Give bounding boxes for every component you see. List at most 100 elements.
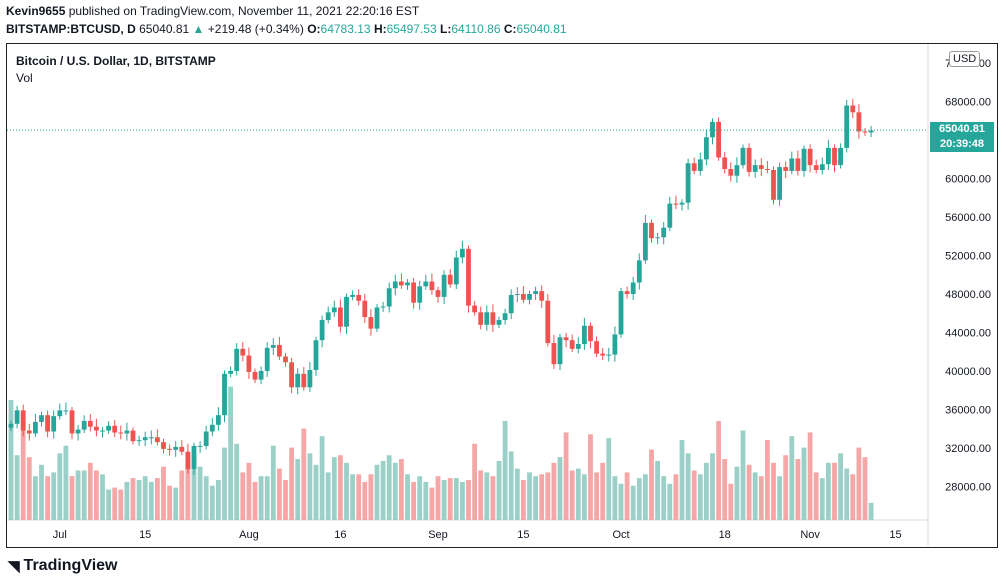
- candle-body: [740, 147, 746, 166]
- volume-bar: [283, 480, 288, 520]
- volume-bar: [679, 440, 685, 520]
- candle-body: [679, 202, 685, 205]
- author-name[interactable]: Kevin9655: [6, 4, 66, 18]
- candle-body: [594, 341, 599, 354]
- volume-bar: [51, 472, 57, 520]
- volume-bar: [301, 428, 307, 520]
- candle-body: [606, 354, 612, 356]
- volume-bar: [100, 474, 105, 520]
- volume-bar: [246, 462, 252, 520]
- last-price-value: 65040.81: [939, 123, 985, 135]
- volume-bar: [521, 480, 526, 520]
- volume-bar: [87, 462, 93, 520]
- volume-bar: [746, 464, 752, 520]
- candle-body: [167, 448, 172, 450]
- volume-bar: [661, 476, 667, 520]
- candle-body: [496, 319, 502, 325]
- candle-body: [466, 248, 471, 306]
- candle-body: [826, 147, 831, 165]
- volume-bar: [594, 472, 599, 520]
- candle-body: [112, 425, 118, 433]
- candle-body: [801, 148, 807, 171]
- candle-body: [600, 353, 606, 356]
- volume-bar: [478, 470, 484, 520]
- volume-bar: [69, 476, 75, 520]
- volume-bar: [447, 478, 453, 520]
- candle-body: [673, 203, 679, 205]
- change-arrow-icon: ▲: [192, 22, 205, 36]
- high-label: H:: [373, 22, 387, 36]
- volume-bar: [307, 453, 313, 520]
- volume-bar: [856, 447, 862, 520]
- candle-body: [331, 307, 337, 313]
- volume-bar: [453, 478, 459, 520]
- volume-bar: [197, 466, 203, 520]
- volume-bar: [838, 453, 843, 520]
- brand-logo[interactable]: ◥ TradingView: [8, 557, 118, 575]
- time-tick-label: 16: [334, 529, 346, 541]
- volume-bar: [228, 386, 233, 520]
- candle-body: [868, 130, 874, 133]
- candle-body: [527, 294, 532, 300]
- volume-bar: [728, 483, 734, 520]
- currency-badge[interactable]: USD: [949, 51, 981, 67]
- high-value: 65497.53: [386, 22, 437, 36]
- price-chart[interactable]: 72000.0068000.0064000.0060000.0056000.00…: [7, 44, 997, 546]
- candle-body: [752, 165, 758, 172]
- candle-body: [850, 105, 856, 113]
- candle-body: [57, 410, 63, 417]
- volume-legend[interactable]: Vol: [16, 71, 33, 85]
- volume-bar: [636, 478, 642, 520]
- price-tick-label: 68000.00: [945, 97, 991, 109]
- candle-body: [264, 347, 270, 371]
- volume-bar: [148, 481, 154, 520]
- volume-bar: [862, 457, 868, 520]
- volume-bar: [14, 455, 20, 520]
- candle-body: [51, 416, 57, 432]
- open-value: 64783.13: [320, 22, 371, 36]
- volume-bar: [374, 464, 380, 520]
- candle-body: [661, 227, 667, 238]
- volume-bar: [216, 480, 221, 520]
- price-tick-label: 32000.00: [945, 443, 991, 455]
- candle-body: [155, 437, 160, 443]
- candles: [8, 98, 874, 475]
- volume-bar: [45, 476, 50, 520]
- volume-bar: [716, 420, 721, 520]
- candle-body: [441, 274, 447, 297]
- candle-body: [575, 344, 581, 349]
- volume-bar: [789, 436, 795, 520]
- candle-body: [338, 307, 343, 327]
- candle-body: [26, 430, 32, 434]
- volume-bar: [508, 451, 514, 520]
- volume-bar: [258, 476, 264, 520]
- volume-bar: [868, 502, 874, 520]
- candle-body: [697, 159, 703, 171]
- volume-bar: [624, 472, 630, 520]
- volume-bar: [386, 455, 392, 520]
- volume-bar: [350, 474, 355, 520]
- volume-bar: [118, 489, 124, 520]
- candle-body: [69, 410, 75, 434]
- volume-bar: [209, 485, 215, 520]
- volume-bar: [411, 481, 416, 520]
- volume-bar: [765, 440, 770, 520]
- candle-body: [521, 294, 526, 300]
- volume-bar: [203, 476, 209, 520]
- volume-bar: [75, 470, 81, 520]
- candle-body: [313, 340, 319, 370]
- volume-bar: [33, 476, 38, 520]
- volume-bar: [57, 453, 63, 520]
- candle-body: [392, 281, 398, 289]
- price-tick-label: 28000.00: [945, 481, 991, 493]
- series-title[interactable]: Bitcoin / U.S. Dollar, 1D, BITSTAMP: [16, 54, 216, 68]
- close-label: C:: [503, 22, 517, 36]
- volume-bar: [557, 457, 563, 520]
- time-axis[interactable]: Jul 15 Aug 16 Sep 15 Oct 18 Nov 15: [53, 529, 902, 541]
- volume-bar: [563, 432, 569, 520]
- candle-body: [124, 430, 130, 434]
- price-tick-label: 60000.00: [945, 174, 991, 186]
- volume-bar: [777, 476, 782, 520]
- volume-bar: [600, 462, 606, 520]
- candle-body: [136, 440, 142, 442]
